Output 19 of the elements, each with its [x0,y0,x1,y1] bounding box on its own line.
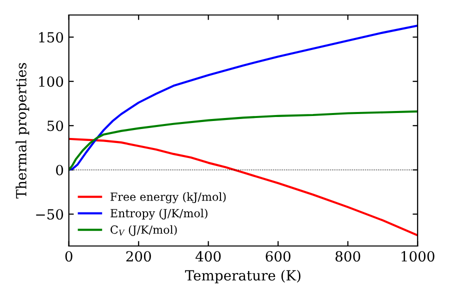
y-tick-label: 0 [56,164,64,176]
line-series [68,138,418,236]
line-series [68,24,418,171]
line-series [68,110,418,171]
x-tick-label: 200 [126,251,151,262]
x-tick-label: 0 [65,251,72,262]
y-tick-label: −50 [36,209,64,220]
y-tick-label: 150 [39,32,64,43]
x-tick-label: 600 [266,251,290,262]
legend-label: Free energy (kJ/mol) [110,192,226,204]
x-axis-title: Temperature (K) [185,270,300,284]
y-tick-label: 100 [39,76,64,87]
legend-label: Entropy (J/K/mol) [110,208,208,220]
y-tick-label: 50 [47,120,64,132]
legend-label: C$_{V}$ (J/K/mol) [110,225,177,236]
x-tick-label: 400 [196,251,221,262]
x-tick-label: 800 [336,251,360,262]
y-axis-title: Thermal properties [16,63,30,199]
x-tick-label: 1000 [402,251,434,262]
